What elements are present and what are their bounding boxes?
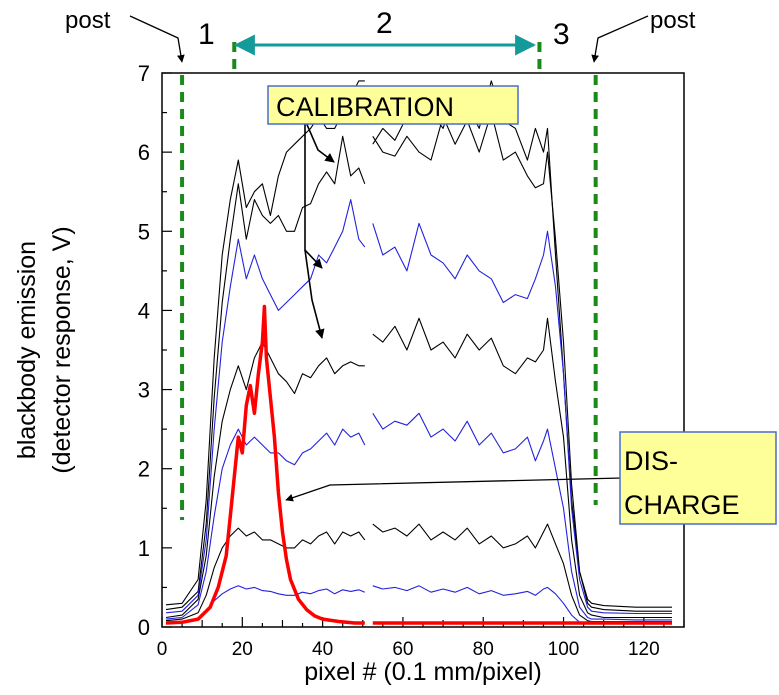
series-line-6 <box>165 527 366 622</box>
x-tick-label: 120 <box>628 639 660 660</box>
discharge-label-line2: CHARGE <box>624 490 740 520</box>
region-label-1: 1 <box>198 18 215 51</box>
x-tick-label: 40 <box>312 639 333 660</box>
calibration-pointer-1 <box>304 119 335 163</box>
y-tick-label: 2 <box>138 457 150 482</box>
y-tick-label: 4 <box>138 298 150 323</box>
calibration-label-box <box>267 85 519 125</box>
series-line-6 <box>372 523 672 623</box>
calibration-pointer-2 <box>304 120 323 269</box>
x-tick-label: 100 <box>548 639 580 660</box>
post-label-right: post <box>650 7 696 34</box>
series-line-3 <box>372 222 672 615</box>
series-line-4 <box>165 341 365 619</box>
plot-frame <box>161 72 685 628</box>
x-tick-label: 60 <box>392 639 413 660</box>
series-line-1 <box>165 80 365 606</box>
series-line-7 <box>165 585 366 624</box>
series-line-4 <box>372 317 672 619</box>
x-tick-label: 0 <box>157 639 168 660</box>
y-axis-title-line2: (detector response, V) <box>48 226 76 473</box>
series-line-7 <box>372 585 672 625</box>
calibration-pointer-3 <box>304 249 325 339</box>
post-pointer-left <box>129 15 185 63</box>
y-tick-label: 7 <box>138 61 150 86</box>
x-tick-label: 20 <box>232 639 253 660</box>
series-line-3 <box>165 199 366 614</box>
calibration-label: CALIBRATION <box>276 92 454 122</box>
series-line-8 <box>165 304 365 625</box>
series-line-2 <box>165 135 366 611</box>
discharge-label-line1: DIS- <box>624 446 678 476</box>
post-pointer-right <box>591 15 649 63</box>
region-label-3: 3 <box>553 18 570 51</box>
series-line-1 <box>372 80 672 608</box>
region-label-2: 2 <box>376 7 393 40</box>
y-tick-label: 3 <box>138 378 150 403</box>
series-line-5 <box>372 412 672 621</box>
discharge-pointer <box>285 477 623 502</box>
discharge-label-box <box>619 431 777 525</box>
y-tick-label: 0 <box>138 615 150 640</box>
y-tick-label: 1 <box>138 536 150 561</box>
post-label-left: post <box>65 7 111 34</box>
y-axis: 0 1 2 3 4 5 6 7 <box>138 61 172 640</box>
y-tick-label: 5 <box>138 219 150 244</box>
x-tick-label: 80 <box>473 639 494 660</box>
x-axis-title: pixel # (0.1 mm/pixel) <box>304 658 542 686</box>
y-tick-label: 6 <box>138 140 150 165</box>
y-axis-title-line1: blackbody emission <box>13 241 41 459</box>
series-line-2 <box>372 112 672 612</box>
